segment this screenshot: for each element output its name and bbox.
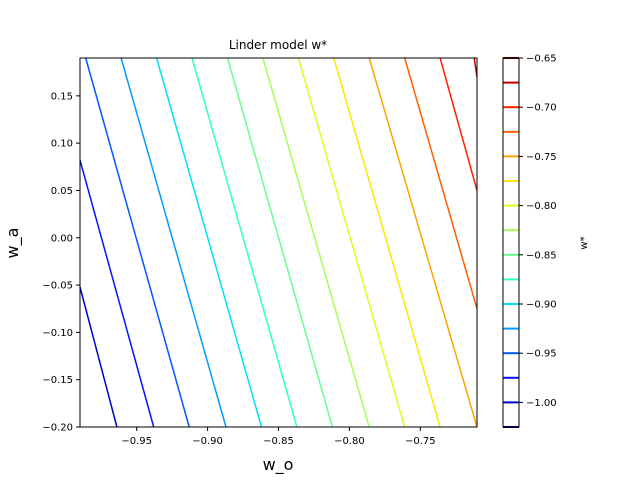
chart-title: Linder model w* [229,38,327,52]
contour-line [155,57,263,428]
x-tick-label: −0.75 [405,436,436,447]
x-tick-label: −0.95 [121,436,152,447]
y-axis-label: w_a [3,228,23,259]
contour-line [191,57,298,428]
y-tick-label: 0.05 [51,186,73,197]
contour-line [262,57,370,428]
colorbar-level-lines [503,57,519,428]
contour-line [297,57,406,428]
plot-area [79,57,478,428]
x-axis: −0.95 −0.90 −0.85 −0.80 −0.75 [121,427,436,447]
contour-line [368,57,478,428]
colorbar-frame [502,57,520,428]
plot-background [80,58,477,427]
colorbar: −0.65 −0.70 −0.75 −0.80 −0.85 −0.90 −0.95 −1.00 [502,54,557,428]
y-tick-label: −0.05 [42,281,73,292]
x-axis-label: w_o [263,455,294,475]
contour-line [226,57,334,428]
x-tick-label: −0.90 [192,436,223,447]
x-tick-label: −0.80 [334,436,365,447]
colorbar-tick-label: −0.90 [526,300,557,311]
colorbar-ticks: −0.65 −0.70 −0.75 −0.80 −0.85 −0.90 −0.95 −1.00 [519,54,557,409]
colorbar-tick-label: −0.75 [526,152,557,163]
colorbar-tick-label: −0.95 [526,349,557,360]
y-tick-label: −0.10 [42,328,73,339]
contour-line [439,57,478,191]
y-tick-label: 0.10 [51,139,73,150]
contour-line [79,286,118,428]
contour-line [333,57,441,428]
y-tick-label: 0.00 [51,233,73,244]
y-tick-label: −0.20 [42,423,73,434]
colorbar-tick-label: −1.00 [526,398,557,409]
colorbar-tick-label: −0.70 [526,103,557,114]
contour-line [84,57,190,428]
y-tick-label: −0.15 [42,375,73,386]
colorbar-label: w* [579,236,590,249]
contour-lines [79,57,478,428]
contour-line [79,160,155,428]
colorbar-tick-label: −0.80 [526,201,557,212]
colorbar-tick-label: −0.85 [526,250,557,261]
contour-line [120,57,227,428]
y-axis: 0.15 0.10 0.05 0.00 −0.05 −0.10 −0.15 −0.20 [42,91,80,434]
colorbar-tick-label: −0.65 [526,54,557,65]
contour-line [403,57,478,309]
x-tick-label: −0.85 [263,436,294,447]
y-tick-label: 0.15 [51,91,73,102]
